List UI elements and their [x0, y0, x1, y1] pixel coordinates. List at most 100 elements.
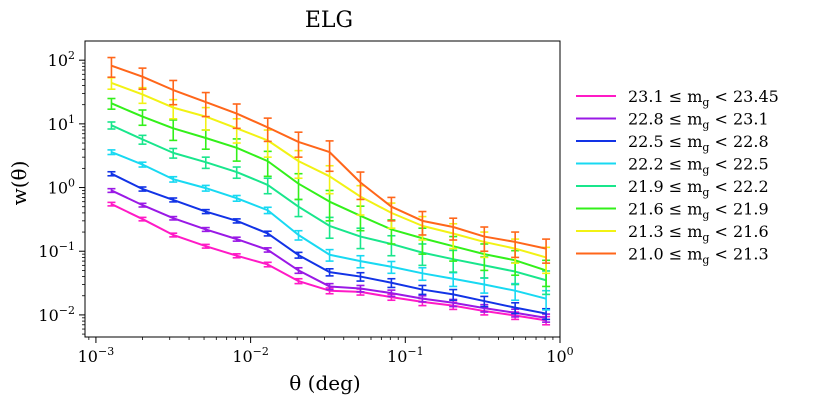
error-bar [232, 218, 241, 224]
tick-base: 10 [232, 347, 252, 366]
x-tick-label: 100 [546, 345, 573, 366]
error-bar [542, 238, 551, 264]
tick-base: 10 [387, 347, 407, 366]
legend-label-main: 21.0 ≤ m [628, 245, 702, 264]
legend-label-subscript: g [702, 164, 709, 177]
y-axis-label: w(θ) [7, 161, 31, 206]
legend-label-rest: < 22.2 [709, 177, 768, 196]
error-bar [356, 284, 365, 293]
error-bar [169, 215, 178, 221]
error-bar [169, 232, 178, 238]
legend-label-main: 22.5 ≤ m [628, 132, 702, 151]
error-bar [169, 79, 178, 106]
legend-entry: 23.1 ≤ mg < 23.45 [576, 87, 779, 109]
error-bar [418, 266, 427, 282]
legend-label-rest: < 21.9 [709, 200, 768, 219]
error-bar [138, 109, 147, 127]
legend-label: 21.6 ≤ mg < 21.9 [628, 200, 769, 222]
error-bar [294, 229, 303, 241]
error-bar [294, 266, 303, 275]
error-bar [387, 277, 396, 289]
y-tick-label: 100 [48, 177, 75, 198]
error-bar [169, 175, 178, 183]
error-bar [232, 166, 241, 180]
legend-label-main: 21.9 ≤ m [628, 177, 702, 196]
y-tick-label: 101 [48, 113, 75, 134]
error-bar [107, 149, 116, 156]
error-bar [107, 187, 116, 194]
error-bar [294, 277, 303, 285]
error-bar [356, 271, 365, 282]
legend-label: 21.3 ≤ mg < 21.6 [628, 222, 769, 244]
error-bar [511, 231, 520, 259]
legend-label: 21.9 ≤ mg < 22.2 [628, 177, 769, 199]
legend-label-subscript: g [702, 96, 709, 109]
error-bar [263, 230, 272, 237]
legend-entry: 21.0 ≤ mg < 21.3 [576, 245, 769, 267]
x-tick-label: 10−2 [232, 345, 269, 366]
plot-frame [84, 40, 561, 338]
error-bar [138, 186, 147, 192]
legend-label-main: 22.8 ≤ m [628, 110, 702, 129]
error-bar [294, 131, 303, 158]
legend-label-rest: < 22.5 [709, 155, 768, 174]
legend-label-subscript: g [702, 141, 709, 154]
error-bar [449, 288, 458, 302]
error-bar [325, 140, 334, 173]
error-bar [169, 119, 178, 142]
error-bar [480, 295, 489, 308]
legend-label-main: 23.1 ≤ m [628, 87, 702, 106]
error-bar [107, 121, 116, 130]
legend-label-rest: < 21.3 [709, 245, 768, 264]
error-bar [201, 208, 210, 215]
series-3 [107, 149, 551, 311]
x-axis-label: θ (deg) [289, 371, 360, 395]
error-bar [325, 189, 334, 222]
legend-label-subscript: g [702, 209, 709, 222]
tick-exponent: 1 [68, 113, 75, 126]
series-2 [107, 170, 551, 321]
error-bar [232, 236, 241, 242]
error-bar [107, 170, 116, 177]
error-bar [418, 210, 427, 236]
tick-exponent: −1 [59, 240, 75, 253]
legend-entry: 22.2 ≤ mg < 22.5 [576, 155, 769, 177]
error-bar [263, 177, 272, 195]
error-bar [201, 243, 210, 249]
legend-label-main: 21.6 ≤ m [628, 200, 702, 219]
tick-base: 10 [78, 347, 98, 366]
tick-base: 10 [48, 179, 68, 198]
error-bar [138, 161, 147, 168]
legend-label-rest: < 23.45 [709, 87, 778, 106]
legend-label-subscript: g [702, 231, 709, 244]
error-bar [449, 217, 458, 241]
error-bar [263, 261, 272, 268]
error-bar [387, 289, 396, 298]
error-bar [356, 254, 365, 269]
error-bar [107, 97, 116, 110]
x-tick-label: 10−1 [387, 345, 424, 366]
legend-entry: 22.5 ≤ mg < 22.8 [576, 132, 769, 154]
error-bar [325, 282, 334, 291]
legend-entry: 21.6 ≤ mg < 21.9 [576, 200, 769, 222]
error-bar [232, 253, 241, 259]
legend-label-rest: < 23.1 [709, 110, 768, 129]
legend-label: 22.8 ≤ mg < 23.1 [628, 110, 769, 132]
error-bar [263, 117, 272, 143]
error-bar [169, 147, 178, 159]
error-bar [138, 202, 147, 208]
error-bar [201, 184, 210, 192]
error-bar [138, 67, 147, 91]
legend-entry: 22.8 ≤ mg < 23.1 [576, 110, 769, 132]
legend-label-subscript: g [702, 254, 709, 267]
error-bar [418, 294, 427, 303]
legend-label-main: 22.2 ≤ m [628, 155, 702, 174]
error-bar [232, 194, 241, 203]
y-tick-label: 102 [48, 49, 75, 70]
legend-label: 21.0 ≤ mg < 21.3 [628, 245, 769, 267]
error-bar [201, 156, 210, 170]
error-bar [138, 134, 147, 145]
error-bar [263, 206, 272, 215]
